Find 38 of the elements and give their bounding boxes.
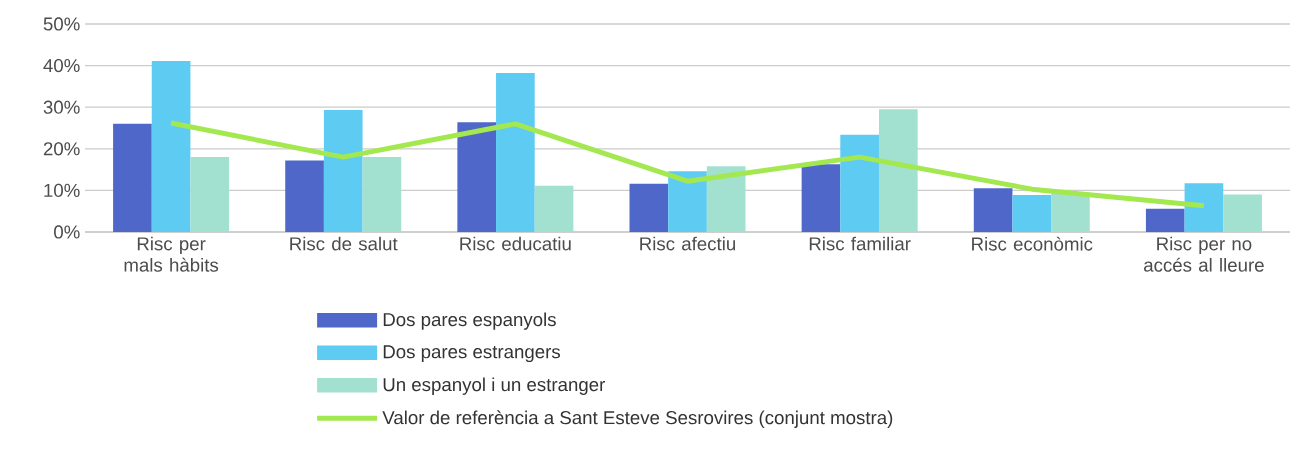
bar	[534, 185, 574, 232]
legend-label: Dos pares espanyols	[383, 312, 556, 330]
bar	[801, 164, 841, 232]
bar	[323, 110, 363, 232]
y-tick-label: 10%	[44, 183, 80, 197]
y-tick-label: 0%	[54, 225, 80, 239]
bar	[629, 183, 669, 232]
bar	[151, 61, 191, 232]
bar	[362, 157, 402, 232]
bar	[190, 157, 230, 232]
bar	[1145, 208, 1185, 232]
bar	[1012, 194, 1052, 232]
x-tick-label: Risc per no accés al lleure	[1144, 236, 1264, 272]
bar	[840, 134, 879, 232]
x-tick-label: Risc econòmic	[972, 236, 1093, 251]
y-tick-label: 40%	[43, 58, 80, 73]
legend-label: Dos pares estrangers	[383, 345, 561, 363]
legend-label: Valor de referència a Sant Esteve Sesrovires (conjunt mostra)	[382, 410, 893, 428]
bar	[496, 73, 535, 232]
y-tick-label: 30%	[43, 100, 80, 114]
bar	[285, 160, 324, 232]
bar	[878, 109, 918, 232]
x-tick-label: Risc afectiu	[640, 236, 735, 251]
legend-label: Un espanyol i un estranger	[383, 377, 606, 395]
bar	[1051, 192, 1090, 232]
y-tick-label: 50%	[43, 17, 80, 31]
x-tick-label: Risc per mals hàbits	[124, 236, 219, 272]
bar	[457, 122, 497, 232]
bar	[1184, 183, 1224, 232]
x-tick-label: Risc familiar	[809, 236, 911, 251]
bar	[973, 188, 1013, 232]
bar	[668, 171, 707, 232]
bar	[113, 123, 152, 232]
y-tick-label: 20%	[43, 142, 80, 156]
x-tick-label: Risc educatiu	[460, 236, 571, 251]
bar	[1223, 194, 1262, 232]
bar	[706, 166, 746, 232]
x-tick-label: Risc de salut	[290, 236, 398, 251]
